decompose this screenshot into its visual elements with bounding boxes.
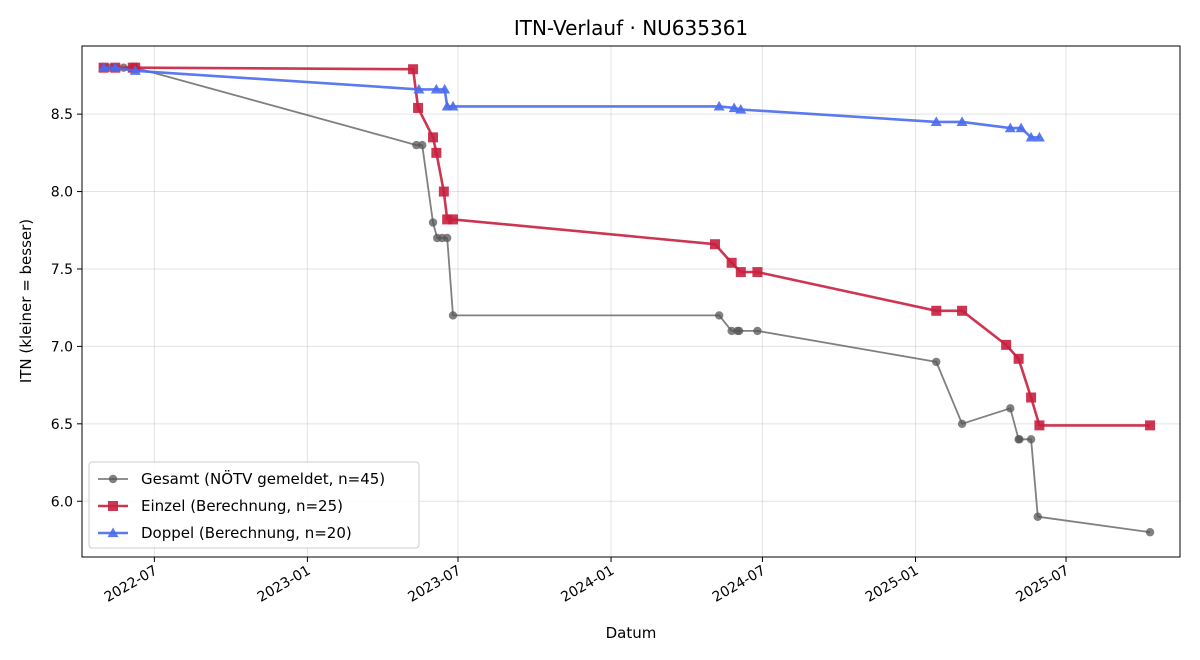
data-point [418, 140, 427, 150]
x-tick-label: 2023-01 [255, 563, 314, 606]
data-point [930, 116, 942, 127]
data-point [1001, 339, 1012, 350]
data-point [1015, 122, 1027, 133]
data-point [713, 100, 725, 111]
legend-entry: Gesamt (NÖTV gemeldet, n=45) [98, 469, 385, 488]
x-axis-label: Datum [606, 624, 657, 642]
data-point [727, 326, 736, 336]
data-point [1006, 404, 1015, 413]
x-tick-label: 2024-07 [710, 563, 769, 606]
data-point [412, 140, 421, 150]
data-point [428, 132, 439, 143]
legend-entry: Einzel (Berechnung, n=25) [98, 497, 343, 515]
data-point [442, 233, 452, 243]
data-point [98, 62, 110, 72]
data-point [931, 305, 942, 316]
x-tick-label: 2022-07 [102, 563, 161, 606]
data-point [1145, 528, 1155, 537]
y-tick-label: 6.5 [51, 417, 73, 433]
legend-marker [108, 501, 118, 511]
plot-frame [81, 45, 1181, 558]
data-point [1013, 353, 1024, 364]
series-3 [98, 62, 1045, 142]
data-point [1026, 435, 1036, 444]
x-tick-label: 2025-07 [1013, 563, 1072, 606]
y-axis-label: ITN (kleiner = besser) [17, 219, 35, 383]
data-point [752, 267, 763, 278]
legend-marker [107, 527, 119, 538]
series-layer [98, 62, 1156, 537]
data-point [710, 239, 721, 250]
data-point [448, 311, 458, 320]
y-tick-label: 8.5 [51, 107, 73, 123]
legend-entry: Doppel (Berechnung, n=20) [98, 524, 352, 542]
legend: Gesamt (NÖTV gemeldet, n=45) Einzel (Bere… [88, 461, 420, 549]
data-point [957, 305, 968, 316]
data-point [447, 100, 459, 111]
y-tick-label: 8.0 [51, 185, 73, 201]
y-axis-ticks: 6.0 6.5 7.0 7.5 8.0 8.5 [51, 107, 82, 510]
legend-label: Einzel (Berechnung, n=25) [141, 497, 343, 515]
data-point [1033, 131, 1045, 142]
x-tick-label: 2023-07 [405, 563, 464, 606]
data-point [1034, 420, 1045, 431]
data-point [438, 186, 449, 197]
data-point [728, 102, 740, 113]
data-point [1015, 435, 1024, 444]
data-point [956, 116, 968, 127]
data-point [753, 326, 762, 336]
data-point [1033, 512, 1042, 521]
data-point [714, 311, 724, 320]
data-point [413, 83, 425, 94]
series-line [103, 66, 1040, 139]
series-line [103, 66, 1151, 427]
x-tick-label: 2025-01 [863, 563, 922, 606]
legend-label: Gesamt (NÖTV gemeldet, n=45) [141, 469, 385, 488]
data-point [1004, 122, 1016, 133]
data-point [932, 357, 941, 367]
data-point [430, 83, 442, 94]
data-point [726, 257, 737, 268]
data-point [734, 326, 744, 336]
data-point [129, 65, 141, 75]
chart-title: ITN-Verlauf · NU635361 [514, 16, 748, 40]
grid-lines [82, 46, 1180, 557]
data-point [447, 214, 458, 225]
data-point [1025, 131, 1037, 142]
data-point [431, 147, 442, 158]
data-point [735, 267, 746, 278]
data-point [1026, 392, 1037, 403]
legend-marker [108, 474, 118, 484]
data-point [442, 214, 453, 225]
data-point [413, 102, 424, 113]
data-point [439, 83, 451, 94]
data-point [1145, 420, 1156, 431]
data-point [735, 103, 747, 114]
data-point [957, 419, 967, 429]
y-tick-label: 7.0 [51, 339, 73, 355]
legend-label: Doppel (Berechnung, n=20) [141, 524, 352, 542]
data-point [428, 218, 438, 227]
series-2 [98, 62, 1156, 431]
legend-box [88, 461, 420, 549]
data-point [109, 62, 121, 72]
x-axis-ticks: 2022-07 2023-01 2023-07 2024-01 2024-07 2025-… [102, 557, 1072, 606]
y-tick-label: 6.0 [51, 494, 73, 510]
x-tick-label: 2024-01 [558, 563, 617, 606]
data-point [408, 64, 419, 75]
y-tick-label: 7.5 [51, 262, 73, 278]
